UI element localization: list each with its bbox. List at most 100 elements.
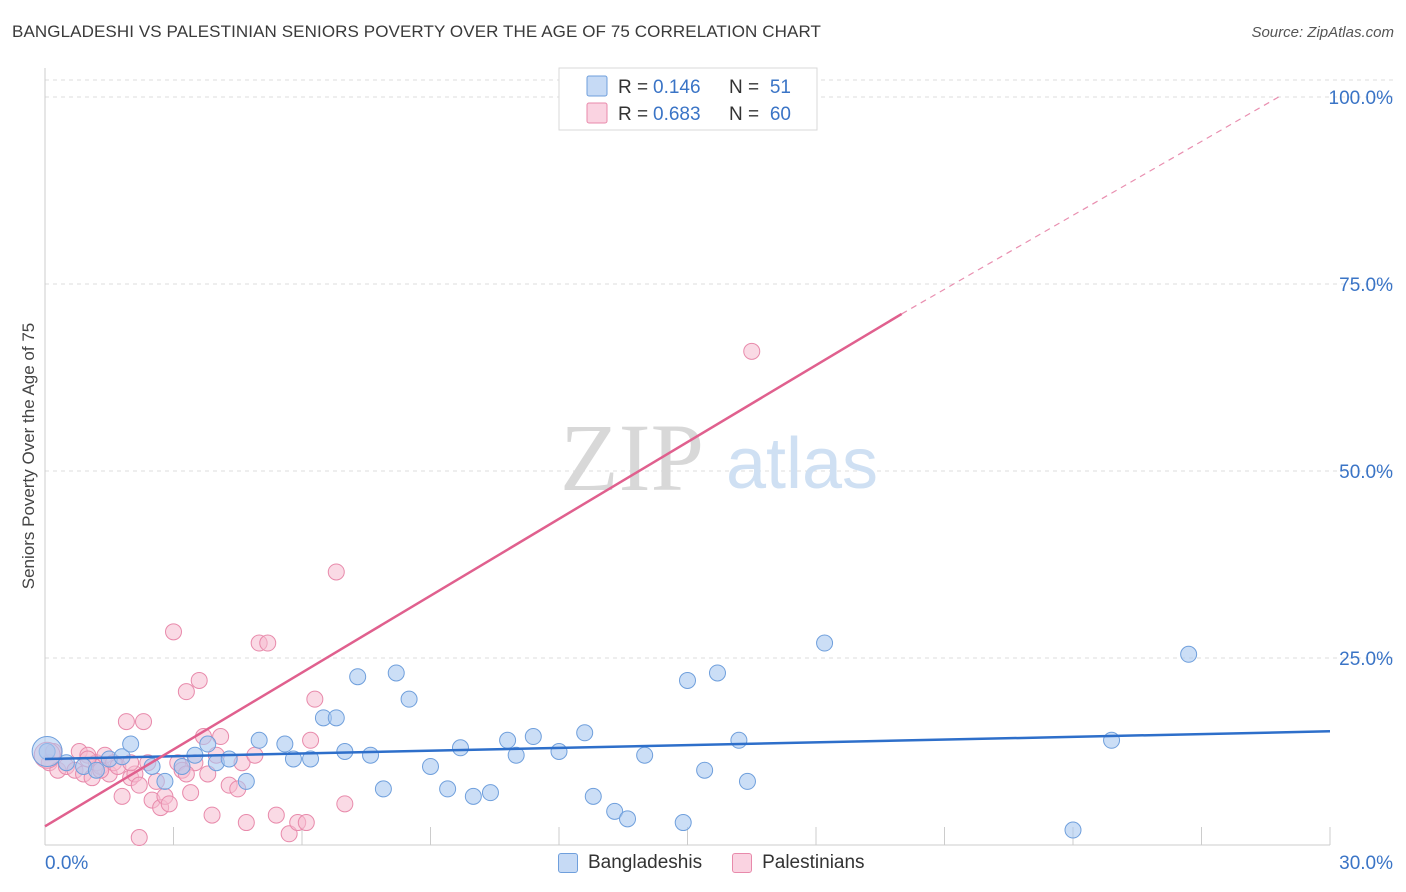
legend-label-palestinians: Palestinians: [762, 852, 865, 873]
bangladeshis-point: [738, 772, 756, 790]
bangladeshis-point-large: [31, 736, 63, 767]
bangladeshis-point: [276, 735, 294, 753]
palestinians-point: [212, 728, 230, 746]
legend-n-label: N =: [729, 104, 759, 125]
legend-n-value: 51: [770, 77, 791, 98]
palestinians-point: [190, 671, 208, 689]
palestinians-point: [135, 713, 153, 731]
y-tick-label: 75.0%: [1339, 275, 1393, 296]
palestinians-point: [306, 690, 324, 708]
chart-source: Source: ZipAtlas.com: [1251, 24, 1394, 41]
bangladeshis-point: [451, 739, 469, 757]
bangladeshis-point: [374, 780, 392, 798]
bangladeshis-point: [708, 664, 726, 682]
y-tick-label: 25.0%: [1339, 649, 1393, 670]
bangladeshis-point: [1180, 645, 1198, 663]
bangladeshis-point: [122, 735, 140, 753]
trend-lines: [44, 96, 1331, 828]
palestinians-point: [177, 683, 195, 701]
grid-lines: [45, 79, 1394, 659]
bangladeshis-point: [464, 787, 482, 805]
bangladeshis-point: [220, 750, 238, 768]
bangladeshis-point: [499, 731, 517, 749]
bangladeshis-point: [730, 731, 748, 749]
tick-labels: 25.0% 50.0% 75.0% 100.0% 0.0% 30.0%: [45, 88, 1393, 874]
palestinians-point: [336, 795, 354, 813]
bangladeshis-point: [696, 761, 714, 779]
bangladeshis-point: [400, 690, 418, 708]
x-tick-label-max: 30.0%: [1339, 853, 1393, 874]
legend-item-palestinians[interactable]: Palestinians: [732, 852, 865, 874]
bangladeshis-point: [481, 784, 499, 802]
bangladeshis-point: [674, 814, 692, 832]
legend-top-swatch: [586, 75, 608, 97]
bangladeshis-point: [679, 671, 696, 689]
bangladeshis-point: [576, 724, 594, 742]
bangladeshis-point: [524, 728, 542, 746]
palestinians-point: [160, 795, 178, 813]
palestinians-point: [267, 806, 285, 824]
bangladeshis-point: [250, 731, 268, 749]
palestinians-point: [165, 623, 182, 641]
palestinians-point: [199, 765, 217, 783]
legend-item-bangladeshis[interactable]: Bangladeshis: [558, 852, 702, 874]
bangladeshis-point: [1064, 821, 1082, 839]
bangladeshis-point: [199, 735, 217, 753]
palestinians-point: [327, 563, 345, 581]
axes: [44, 68, 1331, 846]
legend-n-label: N =: [729, 77, 759, 98]
palestinians-point: [297, 814, 315, 832]
bangladeshis-point: [550, 743, 568, 760]
y-tick-label: 100.0%: [1329, 88, 1394, 109]
palestinians-point: [237, 814, 255, 832]
bangladeshis-trend-line: [44, 730, 1331, 761]
palestinians-point: [130, 829, 148, 847]
legend-top: R = 0.146 N = 51 R = 0.683 N = 60: [558, 67, 818, 131]
palestinians-trend-line: [44, 312, 903, 828]
palestinians-point: [130, 776, 148, 794]
bangladeshis-point: [302, 750, 320, 768]
bangladeshis-point: [237, 772, 255, 790]
bangladeshis-point: [422, 757, 439, 775]
palestinians-point: [117, 713, 135, 731]
y-axis-label: Seniors Poverty Over the Age of 75: [19, 323, 38, 589]
chart-title: BANGLADESHI VS PALESTINIAN SENIORS POVER…: [12, 22, 821, 41]
bangladeshis-point: [507, 746, 525, 764]
watermark: ZIP atlas: [560, 404, 878, 511]
palestinians-trend-extension: [901, 96, 1279, 315]
palestinians-point: [113, 787, 131, 805]
bangladeshis-point: [584, 787, 602, 805]
bangladeshis-point: [327, 709, 345, 727]
watermark-zip: ZIP: [560, 404, 704, 511]
bangladeshis-points: [31, 634, 1198, 839]
palestinians-point: [743, 342, 761, 360]
bangladeshis-point: [156, 772, 174, 790]
bangladeshis-point: [362, 746, 380, 764]
palestinians-point: [182, 784, 200, 802]
legend-top-swatch: [586, 102, 608, 124]
bangladeshis-point: [816, 634, 834, 652]
legend-r-label: R =: [618, 77, 648, 98]
bangladeshis-point: [87, 761, 105, 779]
legend-r-label: R =: [618, 104, 648, 125]
bangladeshis-point: [284, 750, 302, 768]
x-tick-label-min: 0.0%: [45, 853, 88, 874]
y-tick-label: 50.0%: [1339, 462, 1393, 483]
legend-label-bangladeshis: Bangladeshis: [588, 852, 703, 873]
legend-r-value: 0.683: [653, 104, 701, 125]
bangladeshis-point: [606, 802, 624, 820]
bangladeshis-point: [619, 810, 637, 828]
palestinians-point: [203, 806, 221, 824]
bangladeshis-point: [636, 746, 654, 764]
bangladeshis-point: [349, 668, 367, 686]
legend-bottom: Bangladeshis Palestinians: [558, 852, 895, 874]
legend-n-value: 60: [770, 104, 791, 125]
bangladeshis-point: [173, 757, 191, 775]
palestinians-point: [280, 825, 298, 843]
palestinians-point: [302, 731, 320, 749]
bangladeshis-point: [387, 664, 405, 682]
palestinians-point: [259, 634, 277, 652]
bangladeshis-point: [439, 780, 457, 798]
legend-r-value: 0.146: [653, 77, 701, 98]
watermark-atlas: atlas: [726, 424, 878, 504]
